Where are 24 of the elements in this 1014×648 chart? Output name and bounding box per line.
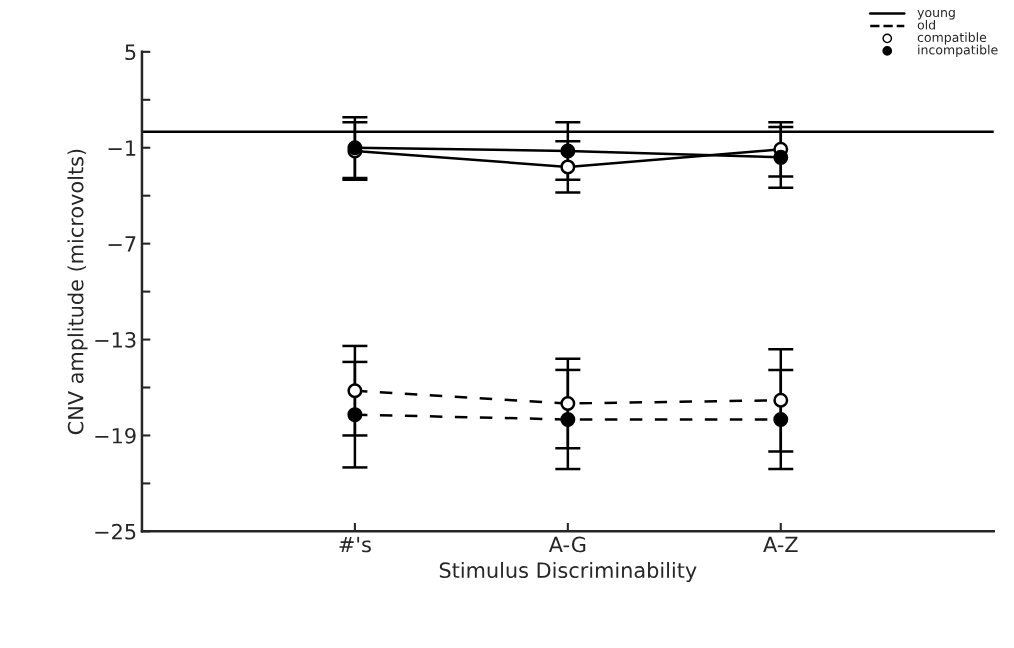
y-tick-label: −25 bbox=[95, 523, 136, 540]
text: compatible bbox=[917, 32, 987, 45]
point bbox=[773, 149, 789, 165]
x-tick-label: #'s bbox=[339, 536, 371, 553]
point bbox=[773, 392, 789, 408]
y-tick-label: −13 bbox=[95, 332, 136, 348]
text: young bbox=[917, 9, 955, 20]
point bbox=[560, 395, 576, 411]
x-axis-title: Stimulus Discriminability bbox=[439, 561, 697, 583]
point bbox=[560, 159, 576, 175]
point bbox=[347, 407, 363, 423]
x-tick-label: A-G bbox=[548, 536, 586, 553]
y-tick-label: −7 bbox=[108, 236, 136, 252]
point bbox=[560, 143, 576, 159]
x-tick-label: A-Z bbox=[763, 536, 798, 553]
point bbox=[773, 411, 789, 427]
annotation: incompatible bbox=[918, 44, 998, 57]
y-axis-title: CNV amplitude (microvolts) bbox=[67, 149, 88, 435]
y-tick-label: −19 bbox=[95, 427, 136, 444]
point bbox=[560, 411, 576, 427]
text: old bbox=[917, 19, 935, 30]
y-tick-label: −1 bbox=[108, 140, 136, 156]
point bbox=[347, 383, 363, 399]
y-tick-label: 5 bbox=[125, 44, 136, 61]
